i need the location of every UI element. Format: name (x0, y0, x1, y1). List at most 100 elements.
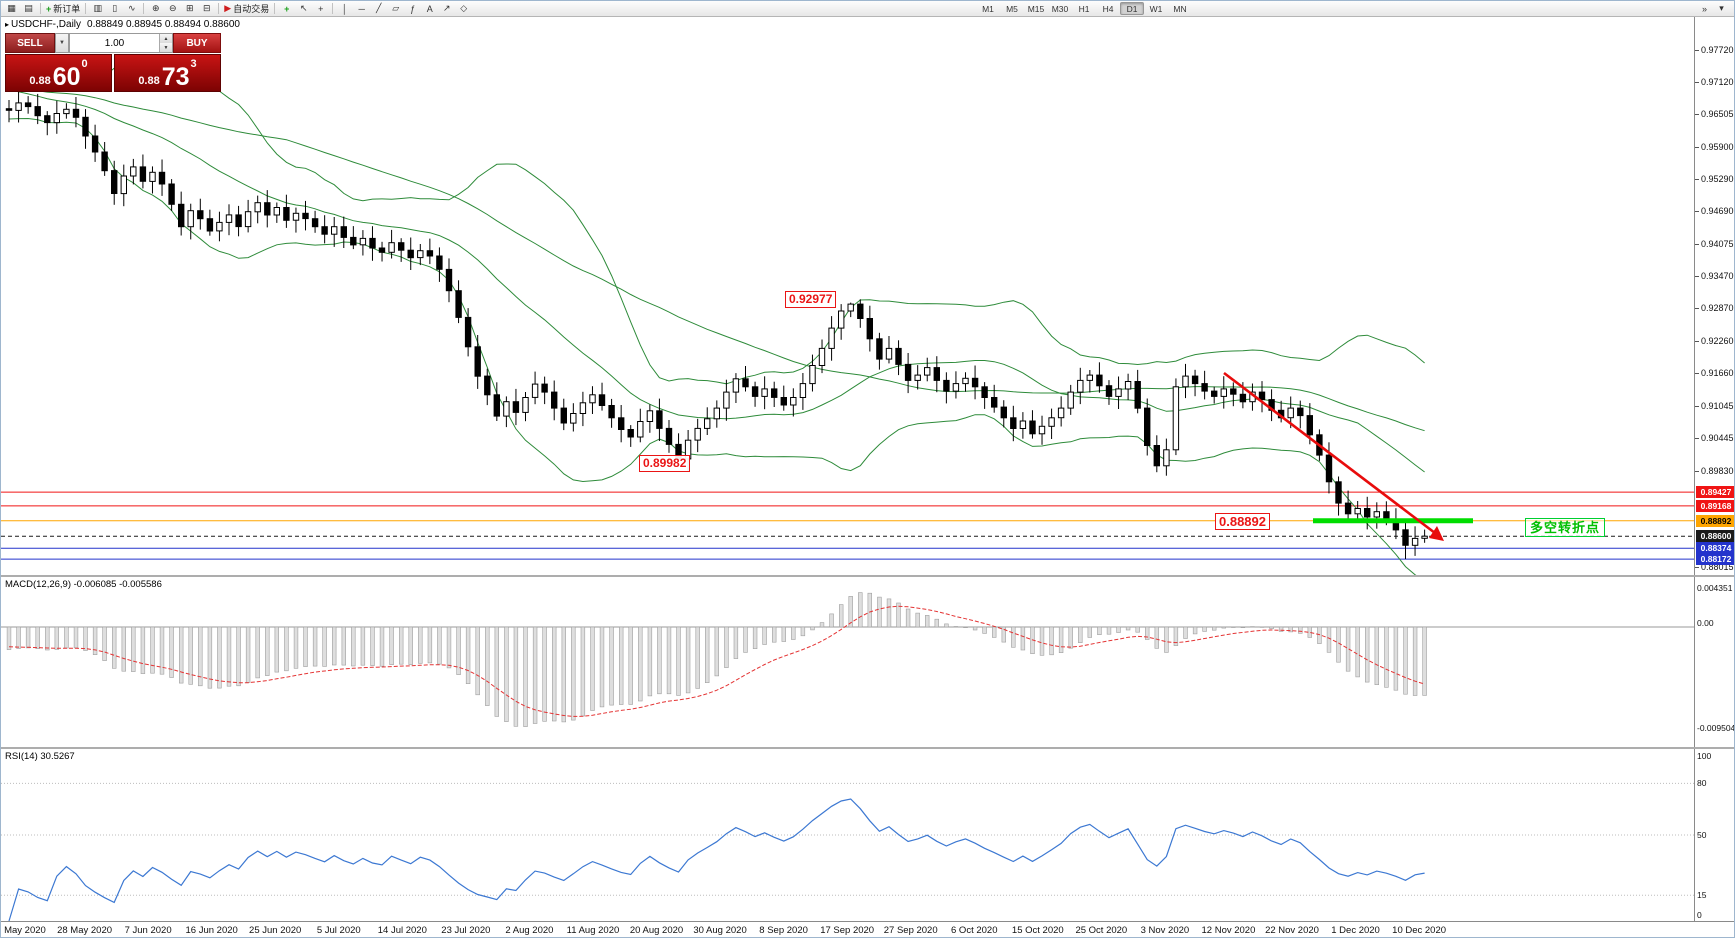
price-chart-canvas[interactable] (1, 17, 1694, 575)
horizontal-line-button[interactable]: ─ (354, 2, 369, 15)
timeframe-w1-button[interactable]: W1 (1149, 3, 1163, 14)
toolbar-separator (85, 3, 87, 14)
date-tick-label: 16 Jun 2020 (185, 925, 238, 936)
price-tick-label: 0.91045 (1701, 401, 1734, 411)
timeframe-h4-button[interactable]: H4 (1102, 3, 1114, 14)
buy-button[interactable]: BUY (173, 33, 221, 53)
price-tick-mark (1695, 179, 1699, 180)
zoom-out-button[interactable]: ⊖ (165, 2, 180, 15)
rsi-pane-splitter[interactable] (1, 747, 1734, 749)
vertical-line-button[interactable]: │ (337, 2, 352, 15)
timeframe-m5-button[interactable]: M5 (1006, 3, 1018, 14)
new-order-button[interactable]: + 新订单 (45, 2, 81, 15)
zoom-out-icon: ⊖ (169, 3, 177, 13)
level-price-label: 0.89427 (1696, 486, 1734, 498)
text-button[interactable]: A (422, 2, 437, 15)
arrows-button[interactable]: ↗ (439, 2, 454, 15)
timeframe-h1-button[interactable]: H1 (1078, 3, 1090, 14)
autotrading-button[interactable]: ▶ 自动交易 (223, 2, 270, 15)
date-tick-label: 17 Sep 2020 (820, 925, 875, 936)
window-menu-button[interactable]: ▾ (1719, 3, 1724, 13)
tile-windows-button[interactable]: ⊞ (182, 2, 197, 15)
price-tick-mark (1695, 114, 1699, 115)
fibonacci-button[interactable]: ƒ (405, 2, 420, 15)
price-tick-label: 0.89830 (1701, 466, 1734, 476)
peak-price-annotation[interactable]: 0.92977 (785, 291, 837, 308)
turning-point-note[interactable]: 多空转折点 (1525, 518, 1606, 537)
support-price-annotation[interactable]: 0.88892 (1215, 513, 1270, 530)
price-tick-label: 0.88015 (1701, 562, 1734, 572)
sell-button[interactable]: SELL (5, 33, 55, 53)
toolbar-overflow-button[interactable]: » (1701, 3, 1707, 14)
price-tick-mark (1695, 50, 1699, 51)
new-order-icon: + (46, 3, 52, 14)
current-price-label: 0.88600 (1696, 530, 1734, 542)
date-axis[interactable]: 9 May 2020 28 May 2020 7 Jun 2020 16 Jun 20… (1, 921, 1734, 937)
macd-indicator-canvas[interactable] (1, 577, 1694, 747)
chart-ohlc-values: 0.88849 0.88945 0.88494 0.88600 (87, 19, 240, 30)
price-tick-label: 0.92260 (1701, 336, 1734, 346)
rsi-label: RSI(14) 30.5267 (5, 751, 75, 762)
sell-price-big: 60 (52, 62, 81, 91)
date-tick-label: 25 Jun 2020 (249, 925, 302, 936)
aug-low-price-annotation[interactable]: 0.89982 (639, 455, 691, 472)
crosshair-button[interactable]: + (313, 2, 328, 15)
zoom-in-button[interactable]: ⊕ (148, 2, 163, 15)
macd-axis-label: -0.009504 (1697, 723, 1735, 733)
toolbar-separator (332, 3, 334, 14)
date-tick-label: 8 Sep 2020 (759, 925, 808, 936)
rsi-axis-label: 50 (1697, 830, 1707, 840)
price-tick-mark (1695, 341, 1699, 342)
zoom-in-icon: ⊕ (152, 3, 160, 13)
sell-price-small: 0.88 (29, 74, 51, 87)
buy-price-display[interactable]: 0.88 73 3 (114, 54, 221, 92)
new-chart-button[interactable]: ▦ (4, 2, 19, 15)
volume-increase-button[interactable]: ▲ (160, 34, 172, 43)
text-icon: A (426, 3, 433, 14)
date-tick-label: 11 Aug 2020 (566, 925, 620, 936)
timeframe-m1-button[interactable]: M1 (982, 3, 994, 14)
price-tick-label: 0.93470 (1701, 271, 1734, 281)
price-tick-label: 0.97720 (1701, 45, 1734, 55)
date-tick-label: 2 Aug 2020 (505, 925, 554, 936)
toolbar-separator (143, 3, 145, 14)
new-chart-icon: ▦ (7, 3, 16, 13)
date-tick-label: 20 Aug 2020 (629, 925, 684, 936)
date-tick-label: 5 Jul 2020 (316, 925, 361, 936)
macd-pane-splitter[interactable] (1, 575, 1734, 577)
price-tick-label: 0.96505 (1701, 109, 1734, 119)
cascade-windows-button[interactable]: ⊟ (199, 2, 214, 15)
price-axis[interactable]: 0.97720 0.97120 0.96505 0.95900 0.95290 0.946… (1694, 17, 1735, 921)
timeframe-m15-button[interactable]: M15 (1027, 3, 1045, 14)
toolbar-separator (274, 3, 276, 14)
price-tick-label: 0.95900 (1701, 142, 1734, 152)
level-price-label: 0.88374 (1696, 542, 1734, 554)
candle-chart-button[interactable]: ▯ (107, 2, 122, 15)
line-chart-button[interactable]: ∿ (124, 2, 139, 15)
rsi-indicator-canvas[interactable] (1, 749, 1694, 921)
date-tick-label: 6 Oct 2020 (951, 925, 998, 936)
bar-chart-button[interactable]: ▥ (90, 2, 105, 15)
timeframe-mn-button[interactable]: MN (1173, 3, 1187, 14)
cursor-button[interactable]: ↖ (296, 2, 311, 15)
order-type-dropdown[interactable]: ▼ (55, 33, 69, 53)
indicators-button[interactable]: + (279, 2, 294, 15)
horizontal-line-icon: ─ (358, 3, 365, 14)
price-tick-label: 0.95290 (1701, 174, 1734, 184)
rsi-axis-label: 15 (1697, 890, 1707, 900)
profiles-button[interactable]: ▤ (21, 2, 36, 15)
sell-price-display[interactable]: 0.88 60 0 (5, 54, 112, 92)
shapes-button[interactable]: ◇ (456, 2, 471, 15)
level-price-label: 0.88892 (1696, 515, 1734, 527)
date-tick-label: 30 Aug 2020 (693, 925, 747, 936)
date-tick-label: 3 Nov 2020 (1140, 925, 1190, 936)
trendline-button[interactable]: ╱ (371, 2, 386, 15)
timeframe-m30-button[interactable]: M30 (1051, 3, 1069, 14)
trendline-icon: ╱ (376, 3, 382, 13)
timeframe-d1-button[interactable]: D1 (1120, 2, 1144, 15)
volume-input[interactable] (70, 34, 159, 52)
channel-button[interactable]: ▱ (388, 2, 403, 15)
volume-decrease-button[interactable]: ▼ (160, 43, 172, 52)
toolbar-separator (40, 3, 41, 14)
